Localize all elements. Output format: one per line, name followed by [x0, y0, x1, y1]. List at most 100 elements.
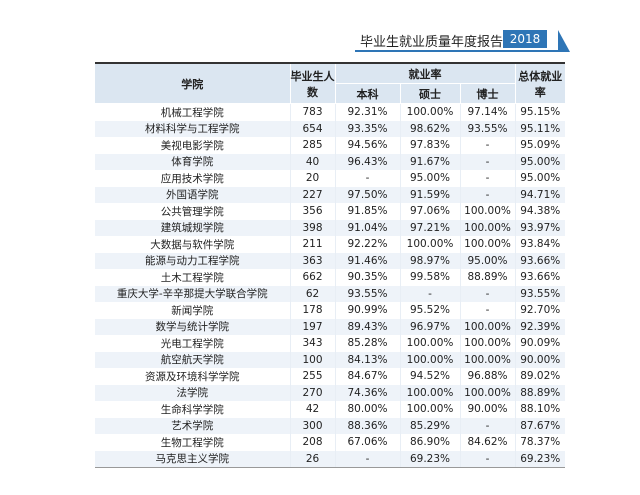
value-cell: - [459, 285, 515, 302]
table-row: 航空航天学院 100 84.13% 100.00% 100.00% 90.00% [95, 351, 565, 368]
value-cell: - [459, 302, 515, 319]
value-cell: 95.15% [514, 103, 565, 121]
value-cell: 94.52% [399, 368, 460, 385]
table-row: 机械工程学院 783 92.31% 100.00% 97.14% 95.15% [95, 103, 565, 121]
table-row: 材料科学与工程学院 654 93.35% 98.62% 93.55% 95.11% [95, 120, 565, 137]
value-cell: 84.62% [459, 434, 515, 451]
value-cell: 26 [289, 450, 335, 468]
value-cell: 78.37% [514, 434, 565, 451]
value-cell: 100.00% [399, 236, 460, 253]
table-row: 土木工程学院 662 90.35% 99.58% 88.89% 93.66% [95, 269, 565, 286]
table-body: 机械工程学院 783 92.31% 100.00% 97.14% 95.15% 材料科学与工… [95, 103, 565, 468]
college-cell: 应用技术学院 [160, 172, 224, 185]
value-cell: 84.13% [334, 351, 400, 368]
header-cell: 总体就业率 [514, 62, 565, 104]
value-cell: 98.97% [399, 252, 460, 269]
value-cell: 96.97% [399, 318, 460, 335]
value-cell: 88.89% [459, 269, 515, 286]
college-cell: 资源及环境科学学院 [145, 370, 240, 383]
college-cell: 新闻学院 [171, 304, 214, 317]
value-cell: 100.00% [459, 318, 515, 335]
value-cell: - [459, 417, 515, 434]
value-cell: 91.59% [399, 186, 460, 203]
college-cell: 艺术学院 [95, 417, 290, 434]
value-cell: 208 [289, 434, 335, 451]
value-cell: 91.85% [334, 203, 400, 220]
value-cell: 100.00% [459, 335, 515, 352]
value-cell: 211 [289, 236, 335, 253]
college-cell: 体育学院 [95, 153, 290, 170]
value-cell: 20 [289, 170, 335, 187]
table-row: 应用技术学院 20-95.00% -95.00% [95, 170, 565, 187]
value-cell: 91.04% [334, 219, 400, 236]
value-cell: - [459, 170, 515, 187]
value-cell: 92.31% [334, 103, 400, 121]
value-cell: 84.67% [334, 368, 400, 385]
college-cell: 土木工程学院 [160, 271, 224, 284]
value-cell: 93.66% [514, 269, 565, 286]
value-cell: 62 [289, 285, 335, 302]
value-cell: 93.55% [334, 285, 400, 302]
value-cell: 93.97% [514, 219, 565, 236]
header-cell: 本科 [334, 83, 400, 104]
value-cell: 92.70% [514, 302, 565, 319]
value-cell: 95.52% [399, 302, 460, 319]
college-cell: 航空航天学院 [95, 351, 290, 368]
table-row: 能源与动力工程学院 363 91.46% 98.97% 95.00% 93.66% [95, 252, 565, 269]
value-cell: 91.46% [334, 252, 400, 269]
value-cell: 100.00% [459, 236, 515, 253]
value-cell: 88.10% [514, 401, 565, 418]
value-cell: 88.36% [334, 417, 400, 434]
value-cell: 95.00% [514, 170, 565, 187]
value-cell: 100 [289, 351, 335, 368]
value-cell: 95.00% [459, 252, 515, 269]
value-cell: 285 [289, 137, 335, 154]
value-cell: 85.29% [399, 417, 460, 434]
table-row: 体育学院 40 96.43% 91.67% -95.00% [95, 153, 565, 170]
value-cell: 97.21% [399, 219, 460, 236]
value-cell: 662 [289, 269, 335, 286]
value-cell: 93.35% [334, 120, 400, 137]
value-cell: 87.67% [514, 417, 565, 434]
value-cell: 80.00% [334, 401, 400, 418]
value-cell: 92.22% [334, 236, 400, 253]
value-cell: 95.00% [399, 170, 460, 187]
table-row: 美视电影学院 285 94.56% 97.83% -95.09% [95, 137, 565, 154]
value-cell: 178 [289, 302, 335, 319]
value-cell: 67.06% [334, 434, 400, 451]
value-cell: 100.00% [459, 203, 515, 220]
value-cell: 100.00% [459, 384, 515, 401]
table-row: 光电工程学院 343 85.28% 100.00% 100.00% 90.09% [95, 335, 565, 352]
header-accent [558, 30, 570, 52]
value-cell: - [334, 450, 400, 468]
value-cell: 654 [289, 120, 335, 137]
value-cell: 90.00% [514, 351, 565, 368]
value-cell: 93.66% [514, 252, 565, 269]
table-row: 生物工程学院 208 67.06% 86.90% 84.62% 78.37% [95, 434, 565, 451]
value-cell: 90.99% [334, 302, 400, 319]
table-row: 新闻学院 178 90.99% 95.52% -92.70% [95, 302, 565, 319]
value-cell: 270 [289, 384, 335, 401]
value-cell: 398 [289, 219, 335, 236]
value-cell: 197 [289, 318, 335, 335]
header-cell: 学院 [95, 62, 290, 104]
table-row: 重庆大学-辛辛那提大学联合学院 62 93.55% - -93.55% [95, 285, 565, 302]
value-cell: 97.14% [459, 103, 515, 121]
table-row: 数学与统计学院 197 89.43% 96.97% 100.00% 92.39% [95, 318, 565, 335]
value-cell: 100.00% [399, 351, 460, 368]
table-row: 艺术学院 300 88.36% 85.29% -87.67% [95, 417, 565, 434]
value-cell: 92.39% [514, 318, 565, 335]
value-cell: 95.00% [514, 153, 565, 170]
value-cell: 100.00% [399, 103, 460, 121]
value-cell: - [459, 153, 515, 170]
college-cell: 重庆大学-辛辛那提大学联合学院 [95, 285, 290, 302]
value-cell: 89.43% [334, 318, 400, 335]
value-cell: - [459, 137, 515, 154]
value-cell: 86.90% [399, 434, 460, 451]
table-row: 法学院 270 74.36% 100.00% 100.00% 88.89% [95, 384, 565, 401]
value-cell: 95.11% [514, 120, 565, 137]
value-cell: 89.02% [514, 368, 565, 385]
value-cell: 69.23% [399, 450, 460, 468]
value-cell: 99.58% [399, 269, 460, 286]
